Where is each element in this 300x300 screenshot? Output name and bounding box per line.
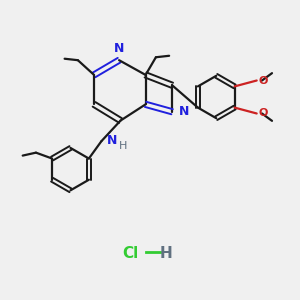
Text: H: H [118,141,127,151]
Text: N: N [114,42,124,55]
Text: O: O [258,76,268,85]
Text: Cl: Cl [123,246,139,261]
Text: H: H [160,246,172,261]
Text: N: N [107,134,117,147]
Text: O: O [258,109,268,118]
Text: N: N [178,105,189,118]
